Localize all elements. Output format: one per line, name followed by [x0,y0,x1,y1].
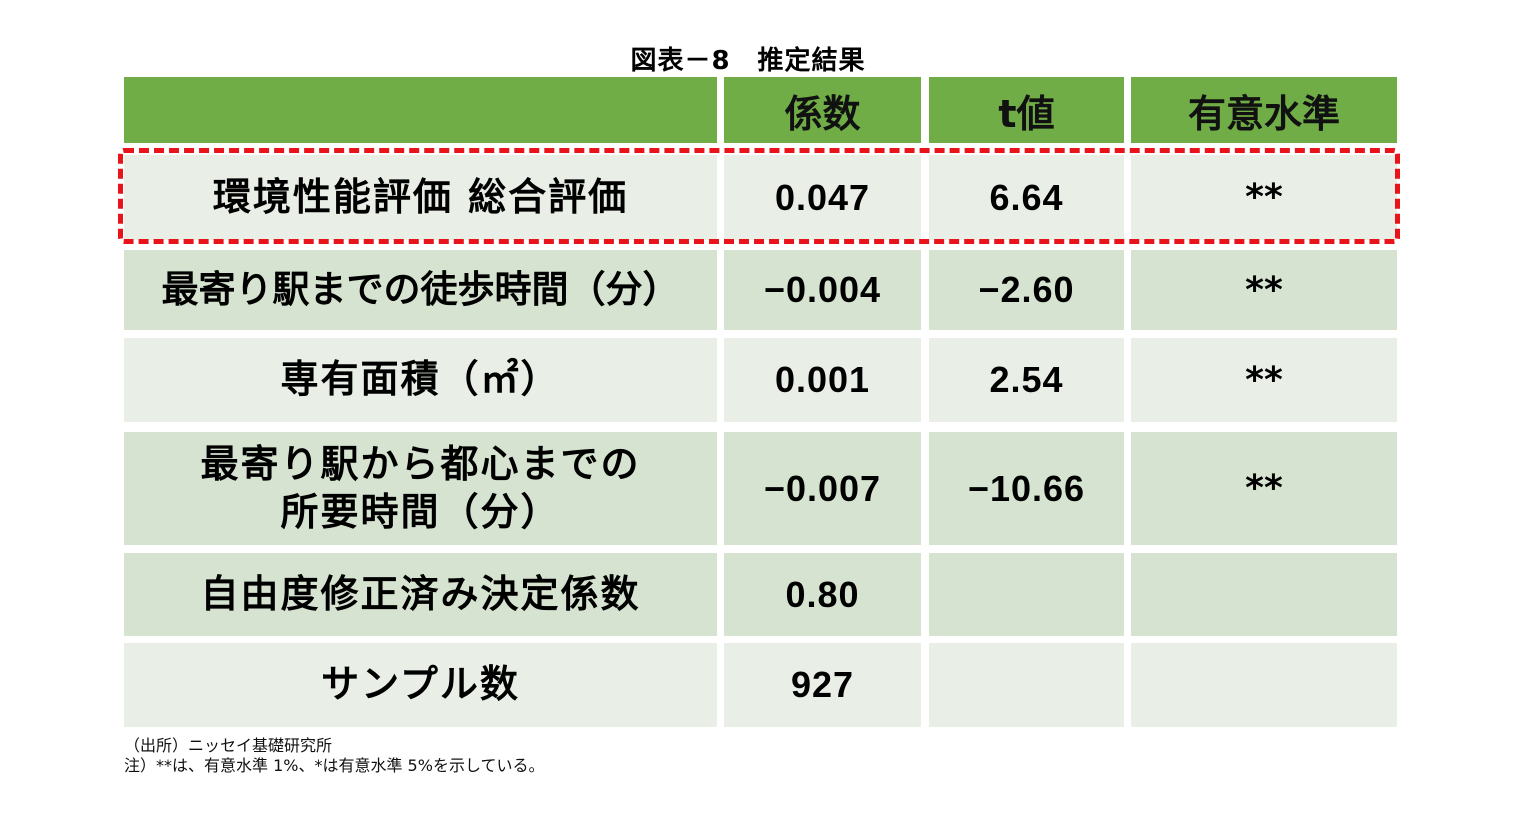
row-label-commute-time: 最寄り駅から都心までの 所要時間（分） [124,432,717,545]
row-label-line-1: 最寄り駅から都心までの [200,442,641,486]
row-label-env-score: 環境性能評価 総合評価 [124,155,717,240]
row-label-adj-r2: 自由度修正済み決定係数 [124,553,717,636]
cell-sig: ** [1131,250,1397,330]
cell-t [929,643,1124,727]
header-cell-blank [124,77,717,143]
row-label-line-2: 所要時間（分） [280,489,561,534]
cell-sig: ** [1131,338,1397,422]
row-label-walk-time: 最寄り駅までの徒歩時間（分） [124,250,717,330]
cell-sig: ** [1131,155,1397,240]
significance-note: 注）**は、有意水準 1%、*は有意水準 5%を示している。 [124,756,545,775]
row-label-sample-size: サンプル数 [124,643,717,727]
cell-coef: 0.80 [724,553,921,636]
header-significance: 有意水準 [1131,77,1397,143]
cell-t [929,553,1124,636]
cell-t: 2.54 [929,338,1124,422]
cell-sig: ** [1131,432,1397,545]
cell-coef: −0.007 [724,432,921,545]
cell-sig [1131,553,1397,636]
source-note: （出所）ニッセイ基礎研究所 [124,736,333,755]
cell-coef: 0.047 [724,155,921,240]
cell-t: −2.60 [929,250,1124,330]
cell-t: 6.64 [929,155,1124,240]
figure-title: 図表－8 推定結果 [630,46,866,76]
header-coef: 係数 [724,77,921,143]
cell-sig [1131,643,1397,727]
cell-coef: −0.004 [724,250,921,330]
row-label-floor-area: 専有面積（㎡） [124,338,717,422]
cell-t: −10.66 [929,432,1124,545]
header-t-value: t値 [929,77,1124,143]
cell-coef: 0.001 [724,338,921,422]
cell-coef: 927 [724,643,921,727]
footnotes: （出所）ニッセイ基礎研究所 注）**は、有意水準 1%、*は有意水準 5%を示し… [124,736,544,776]
